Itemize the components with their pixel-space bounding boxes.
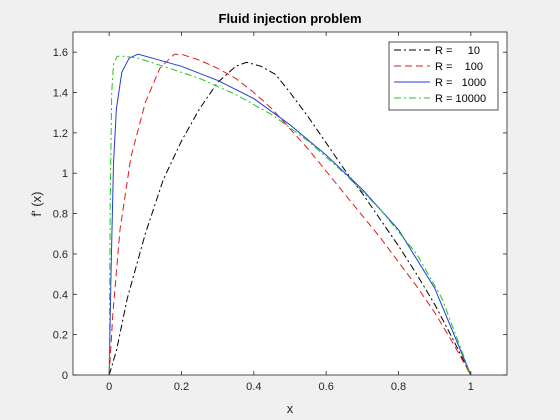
y-ticks: 0 0.2 0.4 0.6 0.8 1 1.2 1.4 1.6: [53, 47, 507, 382]
series-layer: [108, 53, 472, 376]
x-axis-label: x: [287, 401, 294, 416]
legend-label-4: R = 10000: [435, 93, 486, 105]
y-tick-label: 1.2: [53, 128, 68, 140]
y-tick-label: 1: [62, 168, 68, 180]
x-ticks: 0 0.2 0.4 0.6 0.8 1: [106, 32, 474, 393]
x-tick-label: 0.6: [319, 381, 334, 393]
y-tick-label: 0.8: [53, 209, 68, 221]
series-line-1: [108, 61, 472, 376]
y-tick-label: 0.2: [53, 330, 68, 342]
y-tick-label: 1.4: [53, 88, 68, 100]
legend-label-3: R = 1000: [435, 77, 486, 89]
y-tick-label: 1.6: [53, 47, 68, 59]
chart-title: Fluid injection problem: [219, 11, 362, 26]
legend: R = 10 R = 100 R = 1000 R = 10000: [388, 41, 499, 111]
y-tick-label: 0: [62, 370, 68, 382]
x-tick-label: 0.2: [174, 381, 189, 393]
legend-label-1: R = 10: [435, 45, 480, 57]
y-tick-label: 0.6: [53, 249, 68, 261]
legend-box: [388, 41, 499, 111]
series-line-2: [108, 53, 472, 376]
x-tick-label: 0.4: [246, 381, 261, 393]
legend-label-2: R = 100: [435, 61, 483, 73]
axes-box: [72, 31, 508, 376]
x-tick-label: 0: [106, 381, 112, 393]
x-tick-label: 1: [468, 381, 474, 393]
y-axis-label: f' (x): [29, 192, 44, 217]
series-line-4: [108, 55, 472, 376]
y-tick-label: 0.4: [53, 289, 68, 301]
x-tick-label: 0.8: [391, 381, 406, 393]
